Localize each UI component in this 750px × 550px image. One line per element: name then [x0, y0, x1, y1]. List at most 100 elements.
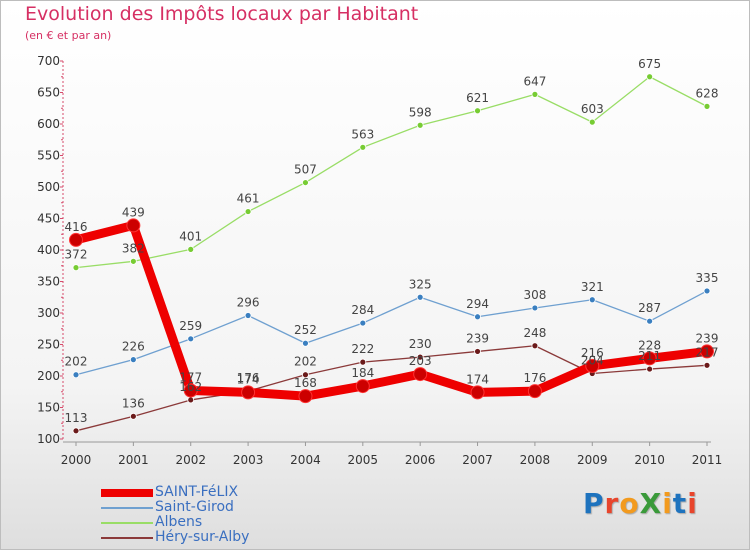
series-line-albens: [75, 76, 708, 269]
data-point-saint-felix: [700, 344, 714, 359]
data-point-hery-sur-alby: [646, 365, 654, 373]
data-point-saint-felix: [298, 389, 313, 404]
series-line-saint-felix: [71, 220, 712, 401]
proxiti-logo: ProXiti: [583, 487, 698, 520]
data-point-saint-felix: [642, 351, 657, 366]
legend-label: Albens: [155, 514, 203, 530]
y-tick-label: 550: [37, 149, 60, 163]
data-point-saint-felix: [470, 385, 485, 400]
data-point-saint-girod: [302, 339, 309, 347]
data-label-saint-girod: 296: [237, 296, 260, 310]
legend-label: Héry-sur-Alby: [155, 529, 250, 545]
data-label-albens: 628: [696, 86, 719, 100]
data-point-albens: [588, 118, 596, 126]
y-tick-label: 150: [37, 401, 60, 415]
series-line-hery-sur-alby: [75, 345, 708, 432]
logo-letter: X: [639, 487, 663, 520]
data-point-albens: [129, 257, 137, 265]
data-point-saint-felix: [527, 384, 542, 399]
data-label-albens: 621: [466, 91, 489, 105]
data-point-saint-girod: [588, 296, 596, 304]
y-tick-label: 350: [37, 275, 60, 289]
data-label-albens: 507: [294, 163, 317, 177]
data-point-saint-girod: [244, 312, 252, 319]
data-label-saint-felix: 177: [179, 370, 202, 384]
data-label-saint-girod: 325: [409, 277, 432, 291]
logo-letter: i: [662, 487, 673, 520]
data-label-albens: 563: [351, 127, 374, 141]
legend-swatch: [101, 507, 153, 509]
data-point-albens: [646, 73, 654, 81]
data-label-saint-girod: 226: [122, 340, 145, 354]
data-point-saint-girod: [187, 335, 195, 343]
data-point-albens: [416, 121, 424, 129]
data-point-saint-felix: [241, 385, 256, 400]
x-tick-label: 2009: [577, 453, 608, 467]
y-tick-label: 250: [37, 338, 60, 352]
data-point-hery-sur-alby: [531, 342, 539, 350]
data-label-saint-girod: 252: [294, 323, 317, 337]
data-label-saint-girod: 308: [523, 288, 546, 302]
x-tick-label: 2000: [61, 453, 92, 467]
data-label-hery-sur-alby: 217: [696, 345, 719, 359]
data-label-saint-felix: 216: [581, 346, 604, 360]
x-tick-label: 2006: [405, 453, 436, 467]
x-tick-label: 2002: [175, 453, 206, 467]
legend-label: SAINT-FéLIX: [155, 484, 239, 500]
data-point-albens: [703, 102, 711, 110]
data-point-hery-sur-alby: [416, 353, 424, 361]
data-point-hery-sur-alby: [129, 412, 137, 420]
logo-letter: r: [604, 487, 620, 520]
data-label-saint-felix: 174: [466, 372, 489, 386]
data-label-saint-felix: 439: [122, 205, 145, 219]
data-point-saint-girod: [474, 313, 481, 321]
data-label-albens: 675: [638, 57, 661, 71]
data-label-hery-sur-alby: 136: [122, 396, 145, 410]
x-tick-label: 2011: [692, 453, 723, 467]
data-label-hery-sur-alby: 204: [581, 353, 604, 367]
logo-letter: t: [672, 487, 688, 520]
x-tick-label: 2004: [290, 453, 321, 467]
data-label-albens: 603: [581, 102, 604, 116]
legend-label: Saint-Girod: [155, 499, 234, 515]
data-label-saint-girod: 202: [65, 355, 88, 369]
data-point-saint-girod: [416, 293, 424, 301]
data-label-saint-felix: 176: [523, 371, 546, 385]
y-tick-label: 450: [37, 212, 60, 226]
y-tick-label: 600: [37, 117, 60, 131]
data-label-saint-girod: 284: [351, 303, 374, 317]
x-tick-label: 2005: [348, 453, 379, 467]
legend-swatch: [101, 489, 153, 497]
data-label-hery-sur-alby: 239: [466, 331, 489, 345]
x-tick-label: 2003: [233, 453, 264, 467]
data-label-saint-felix: 239: [696, 331, 719, 345]
data-label-saint-felix: 203: [409, 354, 432, 368]
data-label-saint-felix: 168: [294, 376, 317, 390]
y-tick-label: 200: [37, 369, 60, 383]
data-label-albens: 461: [237, 192, 260, 206]
data-label-saint-girod: 321: [581, 280, 604, 294]
data-point-saint-felix: [413, 367, 428, 382]
data-point-hery-sur-alby: [474, 348, 481, 355]
x-tick-label: 2007: [462, 453, 493, 467]
data-label-hery-sur-alby: 202: [294, 355, 317, 369]
data-label-saint-girod: 287: [638, 301, 661, 315]
data-label-albens: 372: [65, 248, 88, 262]
data-label-hery-sur-alby: 162: [179, 380, 202, 394]
data-point-hery-sur-alby: [187, 396, 195, 404]
data-label-saint-girod: 335: [696, 271, 719, 285]
data-point-hery-sur-alby: [703, 361, 711, 369]
data-point-hery-sur-alby: [302, 371, 309, 379]
y-tick-label: 500: [37, 180, 60, 194]
logo-letter: i: [687, 487, 698, 520]
data-label-hery-sur-alby: 176: [237, 371, 260, 385]
logo-letter: P: [583, 487, 605, 520]
data-label-albens: 647: [523, 74, 546, 88]
data-point-saint-girod: [646, 317, 654, 325]
legend-swatch: [101, 537, 153, 539]
legend-swatch: [101, 522, 153, 524]
data-point-albens: [187, 245, 195, 253]
data-point-saint-felix: [355, 379, 370, 394]
